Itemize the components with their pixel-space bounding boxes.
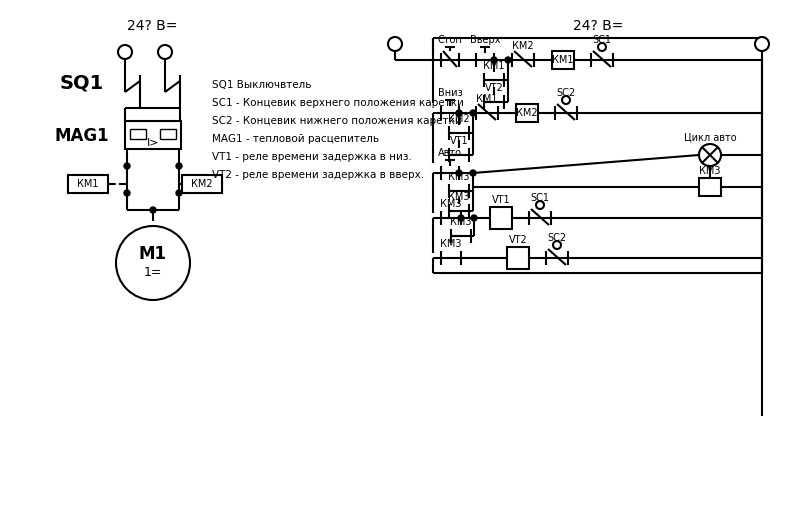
Bar	[490, 207, 512, 229]
Text: КМ1: КМ1	[553, 55, 574, 65]
Bar	[552, 51, 574, 69]
Circle shape	[116, 226, 190, 300]
Text: КМ3: КМ3	[440, 199, 462, 209]
Text: КМ3: КМ3	[700, 166, 721, 176]
Bar	[130, 129, 146, 139]
Bar	[182, 175, 222, 193]
Text: 24? В=: 24? В=	[573, 19, 623, 33]
Text: КМ2: КМ2	[191, 179, 213, 189]
Text: 24? В=: 24? В=	[127, 19, 177, 33]
Text: SC1 - Концевик верхнего положения каретки: SC1 - Концевик верхнего положения каретк…	[212, 98, 463, 108]
Text: SC2: SC2	[548, 233, 567, 243]
Text: SC1: SC1	[530, 193, 549, 203]
Text: КМ3: КМ3	[450, 217, 471, 227]
Text: Цикл авто: Цикл авто	[684, 132, 736, 142]
Bar	[507, 247, 529, 269]
Text: SQ1 Выключвтель: SQ1 Выключвтель	[212, 80, 312, 90]
Circle shape	[388, 37, 402, 51]
Text: КМ3: КМ3	[448, 192, 470, 202]
Text: SQ1: SQ1	[60, 73, 104, 92]
Text: КМ1: КМ1	[476, 94, 498, 104]
Text: SC2 - Концевик нижнего положения каретки: SC2 - Концевик нижнего положения каретки	[212, 116, 462, 126]
Circle shape	[470, 170, 476, 176]
Text: VT2 - реле времени задержка в вверх.: VT2 - реле времени задержка в вверх.	[212, 170, 424, 180]
Text: SC1: SC1	[592, 35, 611, 45]
Bar	[699, 178, 721, 196]
Circle shape	[176, 163, 182, 169]
Bar	[68, 175, 108, 193]
Circle shape	[562, 96, 570, 104]
Circle shape	[470, 110, 476, 116]
Circle shape	[471, 215, 477, 221]
Bar	[160, 129, 176, 139]
Circle shape	[176, 190, 182, 196]
Circle shape	[536, 201, 544, 209]
Text: Авто: Авто	[438, 148, 462, 158]
Circle shape	[755, 37, 769, 51]
Text: КМ2: КМ2	[512, 41, 533, 51]
Text: VT2: VT2	[485, 83, 503, 93]
Circle shape	[456, 110, 462, 116]
Circle shape	[118, 45, 132, 59]
Circle shape	[553, 241, 561, 249]
Text: КМ2: КМ2	[516, 108, 537, 118]
Text: VT2: VT2	[509, 235, 527, 245]
Text: VT1: VT1	[491, 195, 510, 205]
Bar	[125, 121, 181, 149]
Text: КМ1: КМ1	[77, 179, 99, 189]
Text: КМ3: КМ3	[448, 172, 470, 182]
Text: КМ1: КМ1	[483, 61, 505, 71]
Circle shape	[598, 43, 606, 51]
Circle shape	[458, 215, 464, 221]
Text: I>: I>	[147, 138, 159, 148]
Text: Вниз: Вниз	[437, 88, 463, 98]
Circle shape	[124, 163, 130, 169]
Text: M1: M1	[139, 245, 167, 263]
Circle shape	[456, 170, 462, 176]
Text: 1=: 1=	[144, 266, 162, 278]
Text: VT1 - реле времени задержка в низ.: VT1 - реле времени задержка в низ.	[212, 152, 412, 162]
Text: VT1: VT1	[450, 136, 468, 146]
Circle shape	[699, 144, 721, 166]
Circle shape	[505, 57, 511, 63]
Text: КМ3: КМ3	[440, 239, 462, 249]
Circle shape	[124, 190, 130, 196]
Circle shape	[150, 207, 156, 213]
Text: MAG1: MAG1	[55, 127, 109, 145]
Text: Стоп: Стоп	[437, 35, 463, 45]
Circle shape	[158, 45, 172, 59]
Text: MAG1 - тепловой расцепитель: MAG1 - тепловой расцепитель	[212, 134, 379, 144]
Text: SC2: SC2	[556, 88, 576, 98]
Circle shape	[491, 57, 497, 63]
Text: Вверх: Вверх	[470, 35, 500, 45]
Text: КМ2: КМ2	[448, 114, 470, 124]
Bar	[516, 104, 538, 122]
